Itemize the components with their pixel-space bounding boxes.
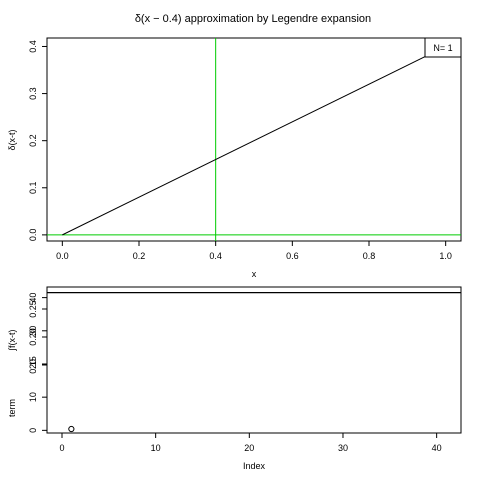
chart-title: δ(x − 0.4) approximation by Legendre exp…: [135, 13, 371, 25]
top-x-tick-label: 0.6: [286, 251, 299, 261]
bottom-plot-border: [46, 286, 462, 434]
bottom-y-tick-label: 30: [28, 326, 38, 336]
bottom-y-tick-label: 20: [28, 359, 38, 369]
bottom-upper-y-tick-label: 0.20: [28, 328, 38, 346]
bottom-y-tick-label: 40: [28, 293, 38, 303]
top-y-axis-title: δ(x-t): [7, 129, 17, 150]
top-x-axis: 0.0 0.2 0.4 0.6 0.8 1.0: [56, 241, 452, 261]
top-y-tick-label: 0.1: [28, 182, 38, 195]
bottom-y-tick-label: 0: [28, 428, 38, 433]
legend-text: N= 1: [433, 43, 452, 53]
top-x-tick-label: 1.0: [439, 251, 452, 261]
top-y-tick-label: 0.3: [28, 87, 38, 100]
top-plot-border: [46, 37, 462, 242]
bottom-x-tick-label: 0: [59, 443, 64, 453]
bottom-panel: 0 10 20 30 40 0 10 20 30 40 0.15 0.20 0.25 Index ∫f…: [7, 286, 462, 471]
bottom-y-tick-label: 10: [28, 392, 38, 402]
legend: N= 1: [424, 37, 462, 58]
top-panel: 0.0 0.2 0.4 0.6 0.8 1.0 0.0 0.1 0.2 0.3 0.4 x δ(x…: [7, 37, 462, 279]
top-marks: [47, 38, 461, 241]
top-x-tick-label: 0.4: [209, 251, 222, 261]
top-y-tick-label: 0.4: [28, 40, 38, 53]
bottom-y-axis-title-lower: term: [7, 399, 17, 417]
top-y-axis: 0.0 0.1 0.2 0.3 0.4: [28, 40, 47, 241]
scatter-point: [68, 425, 75, 433]
bottom-x-tick-label: 30: [338, 443, 348, 453]
bottom-y-axis-title-upper: ∫f(x-t): [7, 330, 17, 352]
top-y-tick-label: 0.2: [28, 134, 38, 147]
bottom-upper-y-tick-label: 0.15: [28, 356, 38, 374]
series-line: [62, 46, 446, 236]
top-x-axis-title: x: [252, 269, 257, 279]
top-x-tick-label: 0.0: [56, 251, 69, 261]
bottom-x-tick-label: 40: [432, 443, 442, 453]
top-x-tick-label: 0.8: [363, 251, 376, 261]
top-y-tick-label: 0.0: [28, 229, 38, 242]
bottom-x-tick-label: 20: [244, 443, 254, 453]
legend-box: [424, 37, 462, 58]
bottom-upper-y-tick-label: 0.25: [28, 300, 38, 318]
bottom-x-axis-title: Index: [243, 461, 266, 471]
bottom-y-axis: 0 10 20 30 40 0.15 0.20 0.25: [28, 293, 47, 433]
bottom-x-axis: 0 10 20 30 40: [59, 433, 442, 453]
bottom-x-tick-label: 10: [151, 443, 161, 453]
bottom-marks: [47, 291, 461, 433]
top-x-tick-label: 0.2: [133, 251, 146, 261]
